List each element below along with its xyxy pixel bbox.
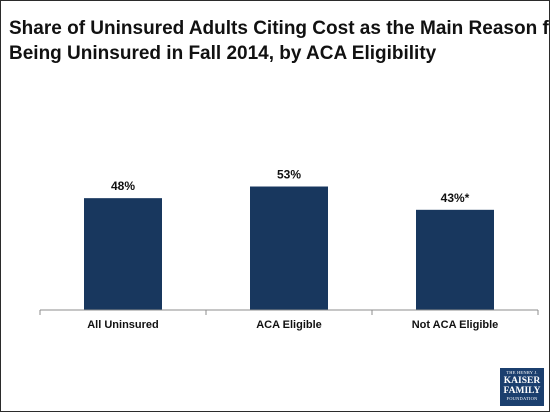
bar-aca-eligible bbox=[250, 186, 328, 310]
bar-not-aca-eligible bbox=[416, 209, 494, 310]
value-label: 43%* bbox=[441, 191, 470, 205]
chart-title: Share of Uninsured Adults Citing Cost as… bbox=[9, 16, 550, 66]
chart-title-line-1: Share of Uninsured Adults Citing Cost as… bbox=[9, 18, 550, 39]
category-label: ACA Eligible bbox=[256, 319, 322, 331]
value-label: 53% bbox=[277, 168, 301, 182]
x-axis bbox=[39, 309, 539, 315]
category-label: All Uninsured bbox=[87, 319, 159, 331]
kff-logo: THE HENRY J. KAISER FAMILY FOUNDATION bbox=[500, 368, 544, 406]
value-label: 48% bbox=[111, 179, 135, 193]
category-labels-group: All Uninsured ACA Eligible Not ACA Eligibl… bbox=[87, 319, 498, 331]
bars-group bbox=[84, 186, 494, 310]
bar-all-uninsured bbox=[84, 198, 162, 310]
value-labels-group: 48% 53% 43%* bbox=[111, 168, 470, 205]
logo-line-1: THE HENRY J. bbox=[506, 370, 538, 375]
logo-line-4: FOUNDATION bbox=[506, 396, 538, 401]
logo-line-2: KAISER bbox=[503, 376, 541, 386]
logo-line-3: FAMILY bbox=[503, 386, 541, 396]
category-label: Not ACA Eligible bbox=[412, 319, 499, 331]
chart-title-line-2: Being Uninsured in Fall 2014, by ACA Eli… bbox=[9, 43, 437, 64]
